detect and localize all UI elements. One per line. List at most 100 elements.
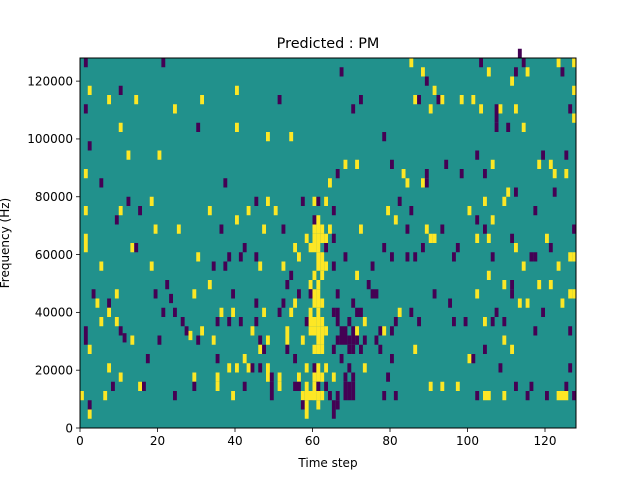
heatmap-cell [297, 372, 301, 382]
heatmap-cell [308, 289, 313, 299]
heatmap-cell [107, 95, 112, 105]
heatmap-cell [300, 391, 305, 401]
heatmap-cell [374, 335, 379, 345]
heatmap-cell [114, 317, 119, 327]
heatmap-cell [188, 330, 193, 341]
heatmap-cell [343, 335, 348, 345]
heatmap-cell [173, 391, 177, 401]
heatmap-cell [118, 85, 123, 95]
heatmap-cell [339, 335, 344, 345]
heatmap-cell [494, 113, 499, 123]
heatmap-cell [149, 261, 154, 271]
x-tick-label: 60 [305, 434, 320, 448]
heatmap-cell [428, 381, 433, 391]
heatmap-cell [215, 381, 220, 391]
heatmap-cell [572, 224, 577, 234]
heatmap-cell [552, 169, 557, 179]
heatmap-cell [490, 215, 495, 225]
heatmap-cell [370, 289, 375, 299]
heatmap-cell [362, 363, 367, 373]
heatmap-cell [304, 381, 309, 391]
heatmap-cell [192, 289, 197, 299]
heatmap-cell [533, 206, 538, 216]
heatmap-cell [510, 233, 515, 243]
heatmap-cell [192, 381, 197, 391]
heatmap-cell [165, 280, 170, 290]
heatmap-cell [331, 409, 336, 419]
heatmap-cell [483, 391, 491, 401]
heatmap-cell [316, 317, 321, 327]
heatmap-cell [87, 344, 92, 354]
heatmap-cell [207, 280, 212, 290]
heatmap-cell [293, 298, 298, 308]
heatmap-cell [409, 206, 414, 216]
heatmap-cell [475, 215, 480, 225]
heatmap-cell [293, 381, 298, 391]
heatmap-cell [328, 178, 332, 188]
heatmap-cell [300, 335, 305, 345]
heatmap-cell [432, 233, 437, 243]
y-tick-label: 100000 [27, 132, 73, 146]
heatmap-cell [382, 243, 387, 253]
heatmap-cell [316, 344, 321, 354]
heatmap-cell [320, 224, 325, 234]
heatmap-cell [107, 307, 112, 317]
heatmap-cell [316, 391, 321, 401]
heatmap-cell [335, 391, 340, 401]
heatmap-cell [246, 206, 251, 216]
y-tick-label: 20000 [35, 363, 73, 377]
heatmap-cell [316, 243, 321, 253]
heatmap-cell [285, 344, 290, 354]
heatmap-cell [297, 381, 301, 391]
heatmap-cell [568, 252, 573, 262]
heatmap-cell [138, 206, 143, 216]
heatmap-cell [83, 206, 88, 216]
heatmap-cell [324, 243, 329, 253]
heatmap-cell [471, 354, 476, 364]
heatmap-cell [362, 335, 367, 345]
heatmap-cell [514, 67, 518, 77]
heatmap-cell [556, 261, 561, 271]
heatmap-cell [304, 363, 309, 373]
heatmap-cell [246, 363, 251, 373]
heatmap-cell [510, 289, 515, 299]
heatmap-cell [312, 243, 317, 253]
heatmap-cell [316, 252, 321, 262]
heatmap-cell [312, 326, 317, 336]
heatmap-cell [347, 335, 352, 345]
heatmap-cell [378, 344, 383, 354]
heatmap-cell [494, 104, 499, 114]
heatmap-cell [293, 354, 298, 364]
heatmap-cell [196, 252, 201, 262]
heatmap-cell [293, 243, 298, 253]
heatmap-cell [320, 270, 325, 280]
heatmap-cell [289, 307, 294, 317]
heatmap-cell [118, 122, 123, 132]
heatmap-cell [525, 298, 530, 308]
heatmap-cell [227, 363, 232, 373]
heatmap-cell [308, 307, 313, 317]
heatmap-cell [417, 95, 422, 105]
heatmap-cell [99, 261, 104, 271]
heatmap-cell [537, 159, 542, 169]
heatmap-cell [421, 243, 425, 253]
heatmap-cell [180, 317, 185, 327]
heatmap-cell [95, 298, 100, 308]
heatmap-cell [111, 381, 115, 391]
x-axis-label: Time step [297, 456, 357, 470]
heatmap-cell [114, 289, 119, 299]
heatmap-cell [126, 196, 131, 206]
heatmap-cell [231, 289, 236, 299]
heatmap-cell [266, 372, 270, 382]
heatmap-cell [390, 354, 394, 364]
heatmap-cell [351, 344, 356, 354]
heatmap-cell [312, 391, 317, 401]
heatmap-cell [351, 372, 356, 382]
heatmap-cell [541, 307, 546, 317]
heatmap-cell [486, 233, 491, 243]
heatmap-cell [347, 391, 352, 401]
heatmap-cell [242, 354, 247, 364]
heatmap-cell [320, 233, 325, 243]
heatmap-cell [304, 391, 313, 401]
heatmap-cell [401, 169, 406, 179]
